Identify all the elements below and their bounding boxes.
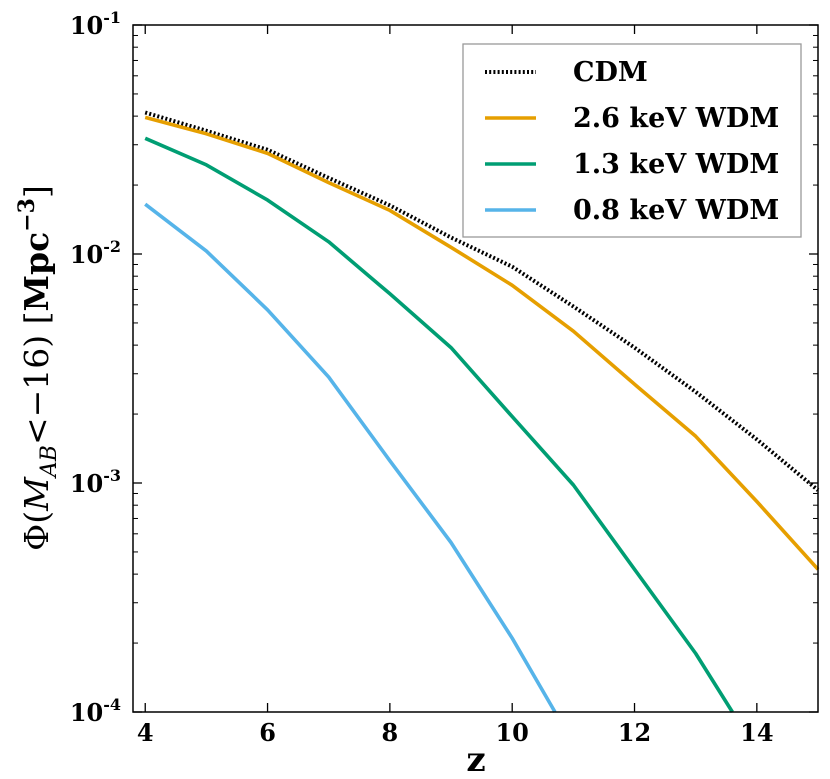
y-tick-label-base: 10: [70, 240, 103, 269]
y-tick-label-base: 10: [70, 698, 103, 727]
x-tick-label: 12: [618, 718, 651, 747]
y-tick-label: 10-1: [70, 8, 121, 40]
x-tick-label: 6: [259, 718, 276, 747]
legend-label-0: CDM: [573, 57, 648, 88]
series-line-1: [144, 115, 820, 571]
series-line-0: [144, 110, 820, 492]
x-tick-label: 4: [137, 718, 154, 747]
y-axis-label-suffix: ]: [17, 185, 56, 198]
y-axis-label-mid: <−16) [: [17, 312, 56, 446]
y-axis-label: Φ(MAB<−16) [Mpc−3]: [14, 185, 62, 551]
x-tick-label: 10: [495, 718, 528, 747]
y-tick-label-exponent: -4: [103, 695, 121, 714]
y-tick-label: 10-3: [70, 466, 121, 498]
x-axis-label: z: [466, 740, 485, 779]
y-tick-label: 10-4: [70, 695, 121, 727]
y-tick-label: 10-2: [70, 237, 121, 269]
y-axis-label-unit: Mpc: [17, 232, 56, 312]
y-tick-label-base: 10: [70, 11, 103, 40]
y-tick-label-exponent: -3: [103, 466, 121, 485]
y-axis-label-sub: AB: [37, 445, 62, 479]
x-tick-label: 8: [382, 718, 399, 747]
y-tick-label-base: 10: [70, 469, 103, 498]
y-tick-label-exponent: -2: [103, 237, 121, 256]
legend-label-1: 2.6 keV WDM: [573, 103, 779, 134]
plot-frame: [132, 24, 819, 713]
legend: CDM 2.6 keV WDM 1.3 keV WDM 0.8 keV WDM: [462, 43, 802, 238]
x-tick-label: 14: [740, 718, 773, 747]
legend-label-3: 0.8 keV WDM: [573, 195, 779, 226]
y-axis-label-prefix: Φ(: [17, 511, 56, 551]
series-line-2: [144, 136, 734, 713]
y-axis-label-sup: −3: [14, 198, 40, 232]
legend-box: [462, 43, 802, 238]
y-tick-label-exponent: -1: [103, 8, 121, 27]
series-layer: [144, 110, 820, 713]
y-axis-label-var: M: [17, 476, 56, 512]
series-line-3: [144, 202, 557, 713]
legend-label-2: 1.3 keV WDM: [573, 149, 779, 180]
